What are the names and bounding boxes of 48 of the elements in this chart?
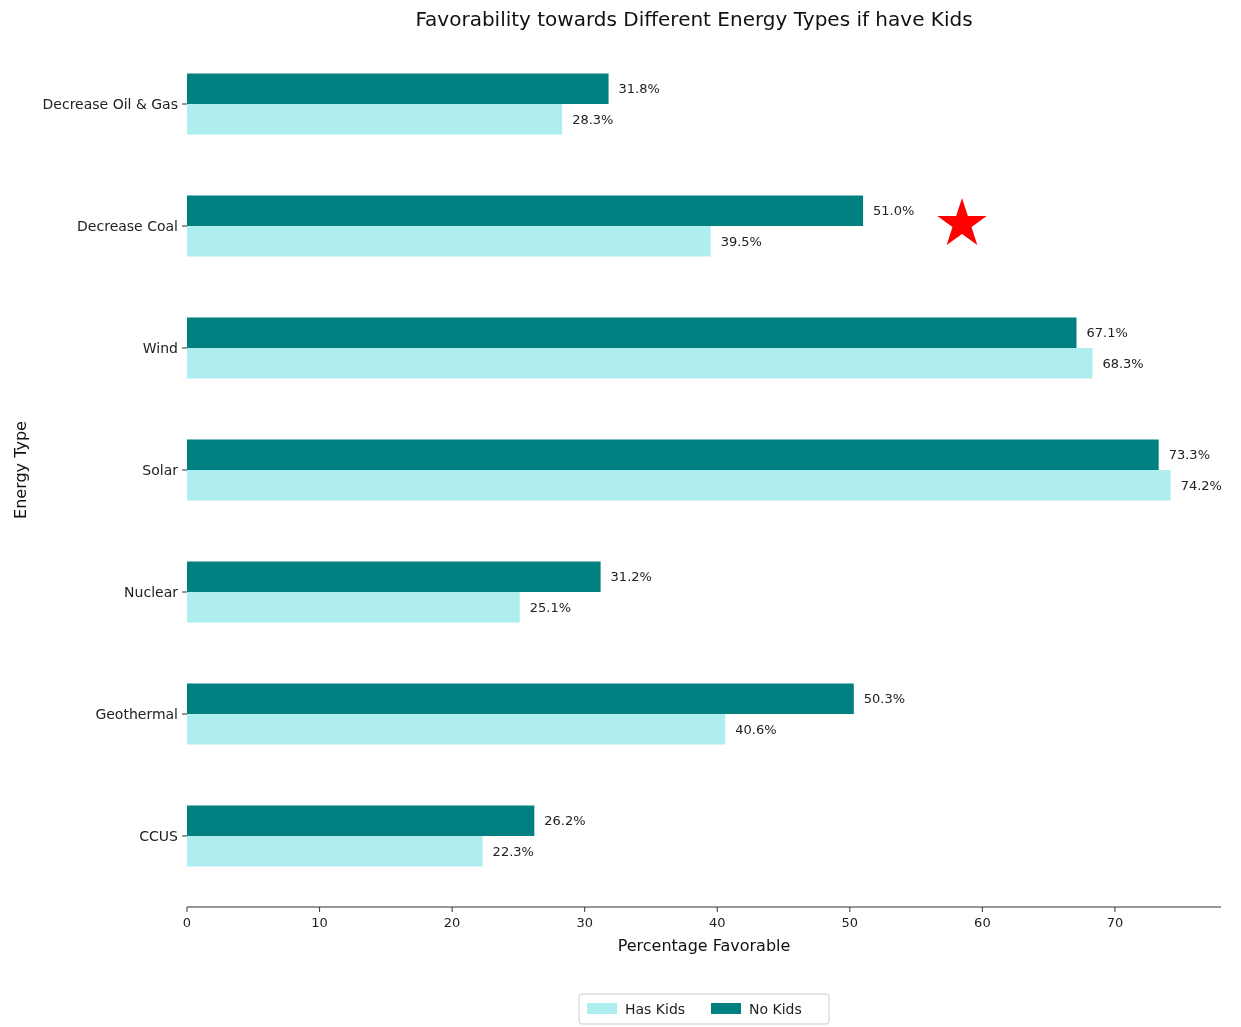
y-tick-label: Geothermal (95, 705, 178, 722)
bar (187, 805, 535, 836)
bar (187, 683, 854, 714)
data-label: 40.6% (735, 721, 777, 737)
data-label: 31.8% (618, 81, 660, 97)
data-label: 73.3% (1168, 447, 1211, 463)
bar (187, 470, 1171, 501)
data-label: 68.3% (1102, 355, 1144, 371)
y-tick-label: Wind (142, 339, 178, 356)
bar (187, 195, 864, 226)
bar (187, 439, 1159, 470)
y-tick-label: Nuclear (124, 583, 179, 600)
chart-title: Favorability towards Different Energy Types if have Kids (415, 7, 973, 31)
legend-label: No Kids (749, 1000, 802, 1017)
x-tick-label: 70 (1106, 915, 1124, 930)
bar (187, 592, 520, 623)
bar (187, 317, 1077, 348)
x-tick-label: 30 (576, 915, 593, 930)
legend-label: Has Kids (625, 1000, 686, 1017)
bar (187, 714, 726, 745)
data-label: 28.3% (572, 111, 614, 127)
bar (187, 73, 609, 104)
y-tick-label: Decrease Oil & Gas (42, 95, 178, 112)
x-tick-label: 10 (311, 915, 328, 930)
x-axis-title: Percentage Favorable (617, 936, 791, 955)
y-tick-label: Solar (142, 461, 179, 478)
data-label: 74.2% (1180, 477, 1222, 493)
data-label: 22.3% (492, 843, 534, 859)
data-label: 51.0% (873, 203, 915, 219)
data-label: 26.2% (544, 813, 586, 829)
bar (187, 226, 711, 257)
x-tick-label: 20 (443, 915, 461, 930)
data-label: 31.2% (610, 569, 652, 585)
x-tick-label: 0 (182, 915, 192, 930)
y-tick-label: Decrease Coal (77, 217, 178, 234)
data-label: 25.1% (529, 599, 572, 615)
x-tick-label: 50 (841, 915, 859, 930)
bar (187, 836, 483, 867)
bar (187, 561, 601, 592)
y-tick-label: CCUS (139, 827, 179, 844)
data-label: 67.1% (1086, 325, 1128, 341)
y-axis-title: Energy Type (11, 421, 30, 519)
x-tick-label: 40 (708, 915, 726, 930)
bar (187, 348, 1093, 379)
bar (187, 104, 563, 135)
x-tick-label: 60 (974, 915, 991, 930)
data-label: 39.5% (720, 233, 762, 249)
data-label: 50.3% (863, 691, 906, 707)
